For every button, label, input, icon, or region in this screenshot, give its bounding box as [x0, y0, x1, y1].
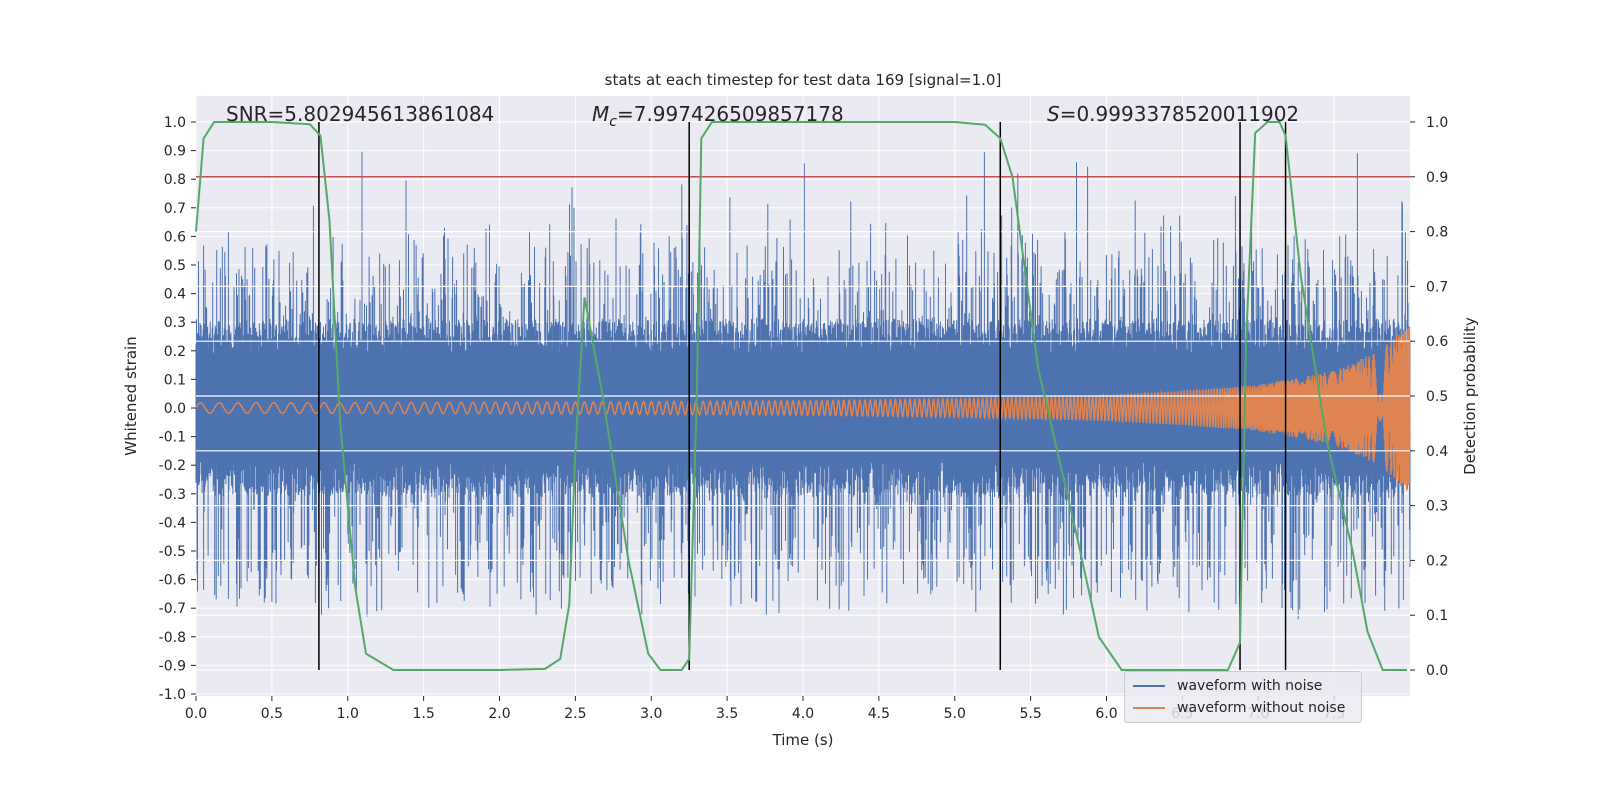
y-right-tick-label: 0.4: [1426, 444, 1448, 460]
y-tick-label: 0.4: [164, 287, 186, 303]
y-tick-label: 0.6: [164, 229, 186, 245]
x-tick-label: 3.5: [716, 706, 738, 722]
y-right-tick-label: 0.0: [1426, 663, 1448, 679]
chart-title: stats at each timestep for test data 169…: [605, 71, 1002, 89]
x-tick-label: 4.5: [868, 706, 890, 722]
x-tick-label: 2.5: [564, 706, 586, 722]
y-right-tick-label: 0.8: [1426, 225, 1448, 241]
y-right-tick-label: 0.2: [1426, 553, 1448, 569]
y-tick-label: -0.9: [159, 658, 186, 674]
x-axis-label: Time (s): [772, 731, 834, 749]
chirp-mass-symbol: M: [592, 102, 609, 126]
probability-curve: [195, 121, 1407, 671]
y-tick-label: -0.7: [159, 601, 186, 617]
legend-swatch-noise: [1133, 685, 1165, 687]
score-value: =0.9993378520011902: [1060, 102, 1299, 126]
y-tick-label: 0.9: [164, 144, 186, 160]
y-right-tick-label: 0.6: [1426, 334, 1448, 350]
y-tick-label: 0.7: [164, 201, 186, 217]
chirp-mass-value: =7.997426509857178: [617, 102, 844, 126]
legend-item-clean: waveform without noise: [1133, 698, 1345, 718]
legend-swatch-clean: [1133, 707, 1165, 709]
y-right-tick-label: 1.0: [1426, 115, 1448, 131]
clean-waveform: [195, 327, 1411, 491]
x-tick-label: 0.0: [185, 706, 207, 722]
score-symbol: S: [1047, 102, 1060, 126]
x-tick-label: 0.5: [261, 706, 283, 722]
x-tick-label: 4.0: [792, 706, 814, 722]
y-right-tick-label: 0.5: [1426, 389, 1448, 405]
legend-item-noise: waveform with noise: [1133, 676, 1322, 696]
x-tick-label: 1.5: [412, 706, 434, 722]
y-right-tick-label: 0.9: [1426, 170, 1448, 186]
y-tick-label: 0.1: [164, 372, 186, 388]
y-tick-label: -0.5: [159, 544, 186, 560]
y-tick-label: -0.3: [159, 487, 186, 503]
y-tick-label: 0.0: [164, 401, 186, 417]
legend-label-clean: waveform without noise: [1177, 700, 1346, 716]
x-tick-label: 6.0: [1095, 706, 1117, 722]
x-tick-label: 3.0: [640, 706, 662, 722]
y-axis-label: Whitened strain: [122, 336, 140, 455]
legend-label-noise: waveform with noise: [1177, 678, 1323, 694]
y-tick-label: 1.0: [164, 115, 186, 131]
y-right-tick-label: 0.1: [1426, 608, 1448, 624]
y-axis-right-label: Detection probability: [1461, 317, 1479, 475]
y-tick-label: -0.8: [159, 630, 186, 646]
y-tick-label: 0.2: [164, 344, 186, 360]
y-tick-label: -0.6: [159, 573, 186, 589]
plot-area: [195, 121, 1411, 671]
y-tick-label: 0.5: [164, 258, 186, 274]
chirp-mass-subscript: c: [609, 114, 617, 130]
snr-annotation: SNR=5.802945613861084: [226, 102, 494, 126]
score-annotation: S=0.9993378520011902: [1047, 102, 1299, 126]
x-tick-label: 5.0: [944, 706, 966, 722]
y-tick-label: 0.3: [164, 315, 186, 331]
y-right-tick-label: 0.7: [1426, 279, 1448, 295]
x-tick-label: 2.0: [488, 706, 510, 722]
x-tick-label: 1.0: [337, 706, 359, 722]
legend: waveform with noise waveform without noi…: [1124, 671, 1362, 723]
y-tick-label: 0.8: [164, 172, 186, 188]
y-right-tick-label: 0.3: [1426, 499, 1448, 515]
y-tick-label: -0.2: [159, 458, 186, 474]
x-tick-label: 5.5: [1019, 706, 1041, 722]
y-tick-label: -0.4: [159, 515, 186, 531]
y-tick-label: -0.1: [159, 430, 186, 446]
y-tick-label: -1.0: [159, 687, 186, 703]
chirp-mass-annotation: Mc=7.997426509857178: [592, 102, 844, 130]
